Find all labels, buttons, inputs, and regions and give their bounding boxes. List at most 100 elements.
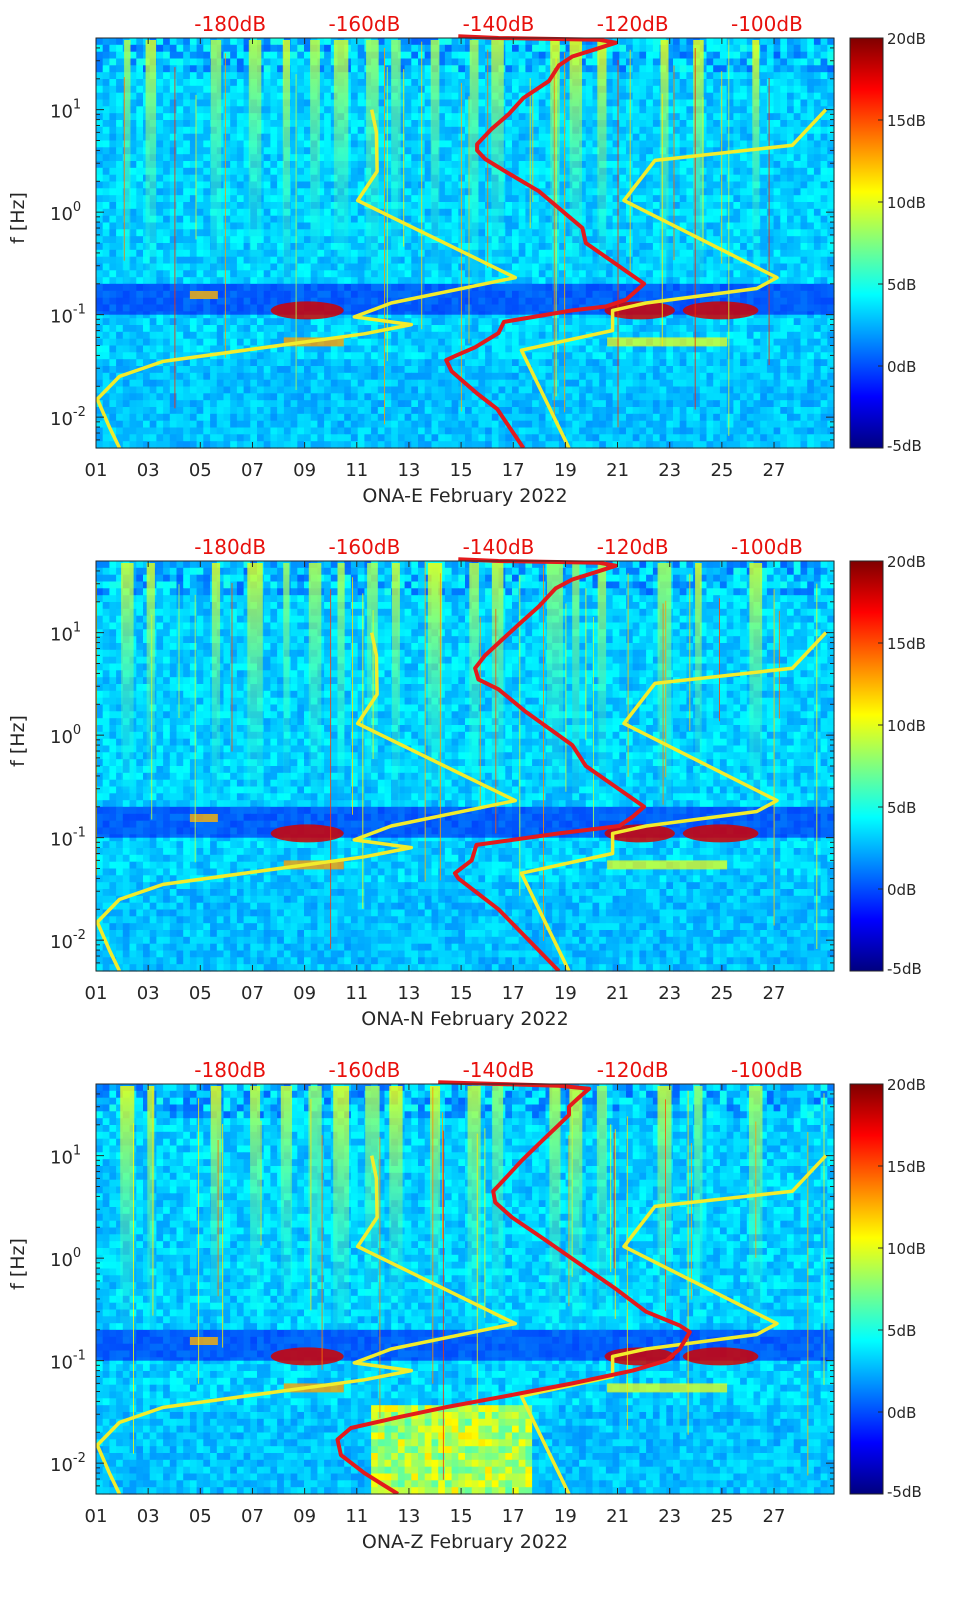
- x-tick-label: 27: [763, 983, 786, 1004]
- spectrogram-panel: 01 03 05 07 09 11 13 15 17 19 21 23 25 27 ONA-Z Februa…: [7, 1058, 926, 1553]
- top-db-tick-label: -180dB: [194, 1058, 266, 1082]
- top-db-tick-label: -160dB: [328, 535, 400, 559]
- y-tick-label: 100: [50, 200, 81, 225]
- x-tick-label: 01: [85, 983, 108, 1004]
- y-tick-label: 10-2: [50, 928, 86, 953]
- top-db-tick-label: -120dB: [597, 1058, 669, 1082]
- y-tick-label: 101: [50, 621, 81, 646]
- x-tick-label: 25: [710, 460, 733, 481]
- model-curve: [444, 34, 647, 448]
- colorbar-tick-label: 0dB: [887, 881, 916, 899]
- colorbar-tick-label: 10dB: [887, 194, 926, 212]
- y-tick-label: 10-1: [50, 826, 86, 851]
- colorbar-tick-label: 5dB: [887, 1322, 916, 1340]
- x-axis-label: ONA-E February 2022: [362, 485, 567, 507]
- x-tick-label: 19: [554, 460, 577, 481]
- x-tick-label: 23: [658, 460, 681, 481]
- y-axis-label: f [Hz]: [7, 192, 29, 244]
- colorbar-tick-label: 5dB: [887, 799, 916, 817]
- y-tick-label: 10-2: [50, 405, 86, 430]
- y-tick-label: 101: [50, 98, 81, 123]
- spectrogram-image: [96, 561, 835, 972]
- colorbar-gradient: [849, 1083, 884, 1495]
- x-tick-label: 07: [241, 460, 264, 481]
- colorbar-tick-label: 15dB: [887, 1158, 926, 1176]
- x-tick-label: 27: [763, 1506, 786, 1527]
- colorbar-tick-label: 20dB: [887, 553, 926, 571]
- x-tick-label: 25: [710, 1506, 733, 1527]
- top-db-tick-label: -180dB: [194, 12, 266, 36]
- model-curve: [96, 1155, 518, 1494]
- colorbar-tick-label: 5dB: [887, 276, 916, 294]
- y-tick-label: 101: [50, 1144, 81, 1169]
- y-tick-label: 10-2: [50, 1451, 86, 1476]
- top-db-tick-label: -160dB: [328, 1058, 400, 1082]
- top-db-tick-label: -180dB: [194, 535, 266, 559]
- colorbar-tick-label: 20dB: [887, 30, 926, 48]
- x-tick-label: 21: [606, 1506, 629, 1527]
- top-db-tick-label: -140dB: [463, 1058, 535, 1082]
- x-tick-label: 03: [137, 983, 160, 1004]
- colorbar: 20dB 15dB 10dB 5dB 0dB -5dB: [849, 553, 926, 978]
- x-tick-label: 07: [241, 1506, 264, 1527]
- colorbar-tick-label: 0dB: [887, 1404, 916, 1422]
- x-tick-label: 17: [502, 983, 525, 1004]
- x-tick-label: 11: [345, 983, 368, 1004]
- x-axis-label: ONA-N February 2022: [361, 1008, 568, 1030]
- x-tick-label: 01: [85, 1506, 108, 1527]
- model-curve: [335, 1080, 692, 1494]
- x-tick-label: 15: [450, 460, 473, 481]
- x-tick-label: 05: [189, 983, 212, 1004]
- x-tick-label: 17: [502, 460, 525, 481]
- model-curve: [96, 109, 518, 448]
- colorbar-tick-label: 15dB: [887, 112, 926, 130]
- y-axis-label: f [Hz]: [7, 1238, 29, 1290]
- y-tick-label: 100: [50, 1246, 81, 1271]
- x-tick-label: 07: [241, 983, 264, 1004]
- top-db-tick-label: -120dB: [597, 535, 669, 559]
- x-tick-label: 05: [189, 460, 212, 481]
- y-tick-label: 10-1: [50, 1349, 86, 1374]
- spectrogram-image: [96, 38, 835, 449]
- x-tick-label: 09: [293, 983, 316, 1004]
- x-tick-label: 23: [658, 983, 681, 1004]
- spectrogram-image: [96, 1084, 835, 1495]
- model-curve: [96, 632, 518, 971]
- colorbar-tick-label: -5dB: [887, 960, 922, 978]
- colorbar-tick-label: 0dB: [887, 358, 916, 376]
- x-tick-label: 05: [189, 1506, 212, 1527]
- top-db-tick-label: -140dB: [463, 12, 535, 36]
- top-db-tick-label: -140dB: [463, 535, 535, 559]
- colorbar-tick-label: -5dB: [887, 1483, 922, 1501]
- colorbar-gradient: [849, 37, 884, 449]
- model-curve: [519, 631, 828, 971]
- x-tick-label: 03: [137, 460, 160, 481]
- x-tick-label: 11: [345, 460, 368, 481]
- x-tick-label: 15: [450, 983, 473, 1004]
- x-tick-label: 13: [397, 1506, 420, 1527]
- top-db-tick-label: -120dB: [597, 12, 669, 36]
- x-tick-label: 19: [554, 1506, 577, 1527]
- colorbar: 20dB 15dB 10dB 5dB 0dB -5dB: [849, 1076, 926, 1501]
- x-tick-label: 15: [450, 1506, 473, 1527]
- x-tick-label: 03: [137, 1506, 160, 1527]
- colorbar: 20dB 15dB 10dB 5dB 0dB -5dB: [849, 30, 926, 455]
- y-axis-label: f [Hz]: [7, 715, 29, 767]
- top-db-tick-label: -160dB: [328, 12, 400, 36]
- x-tick-label: 25: [710, 983, 733, 1004]
- x-tick-label: 23: [658, 1506, 681, 1527]
- top-db-tick-label: -100dB: [731, 12, 803, 36]
- colorbar-tick-label: -5dB: [887, 437, 922, 455]
- x-tick-label: 13: [397, 983, 420, 1004]
- model-curve: [452, 557, 647, 971]
- spectrogram-panel: 01 03 05 07 09 11 13 15 17 19 21 23 25 27 ONA-E Februa…: [7, 12, 926, 507]
- top-db-tick-label: -100dB: [731, 1058, 803, 1082]
- colorbar-gradient: [849, 560, 884, 972]
- x-tick-label: 21: [606, 460, 629, 481]
- x-tick-label: 01: [85, 460, 108, 481]
- x-tick-label: 27: [763, 460, 786, 481]
- top-db-tick-label: -100dB: [731, 535, 803, 559]
- x-tick-label: 11: [345, 1506, 368, 1527]
- y-tick-label: 10-1: [50, 303, 86, 328]
- x-axis-label: ONA-Z February 2022: [362, 1531, 568, 1553]
